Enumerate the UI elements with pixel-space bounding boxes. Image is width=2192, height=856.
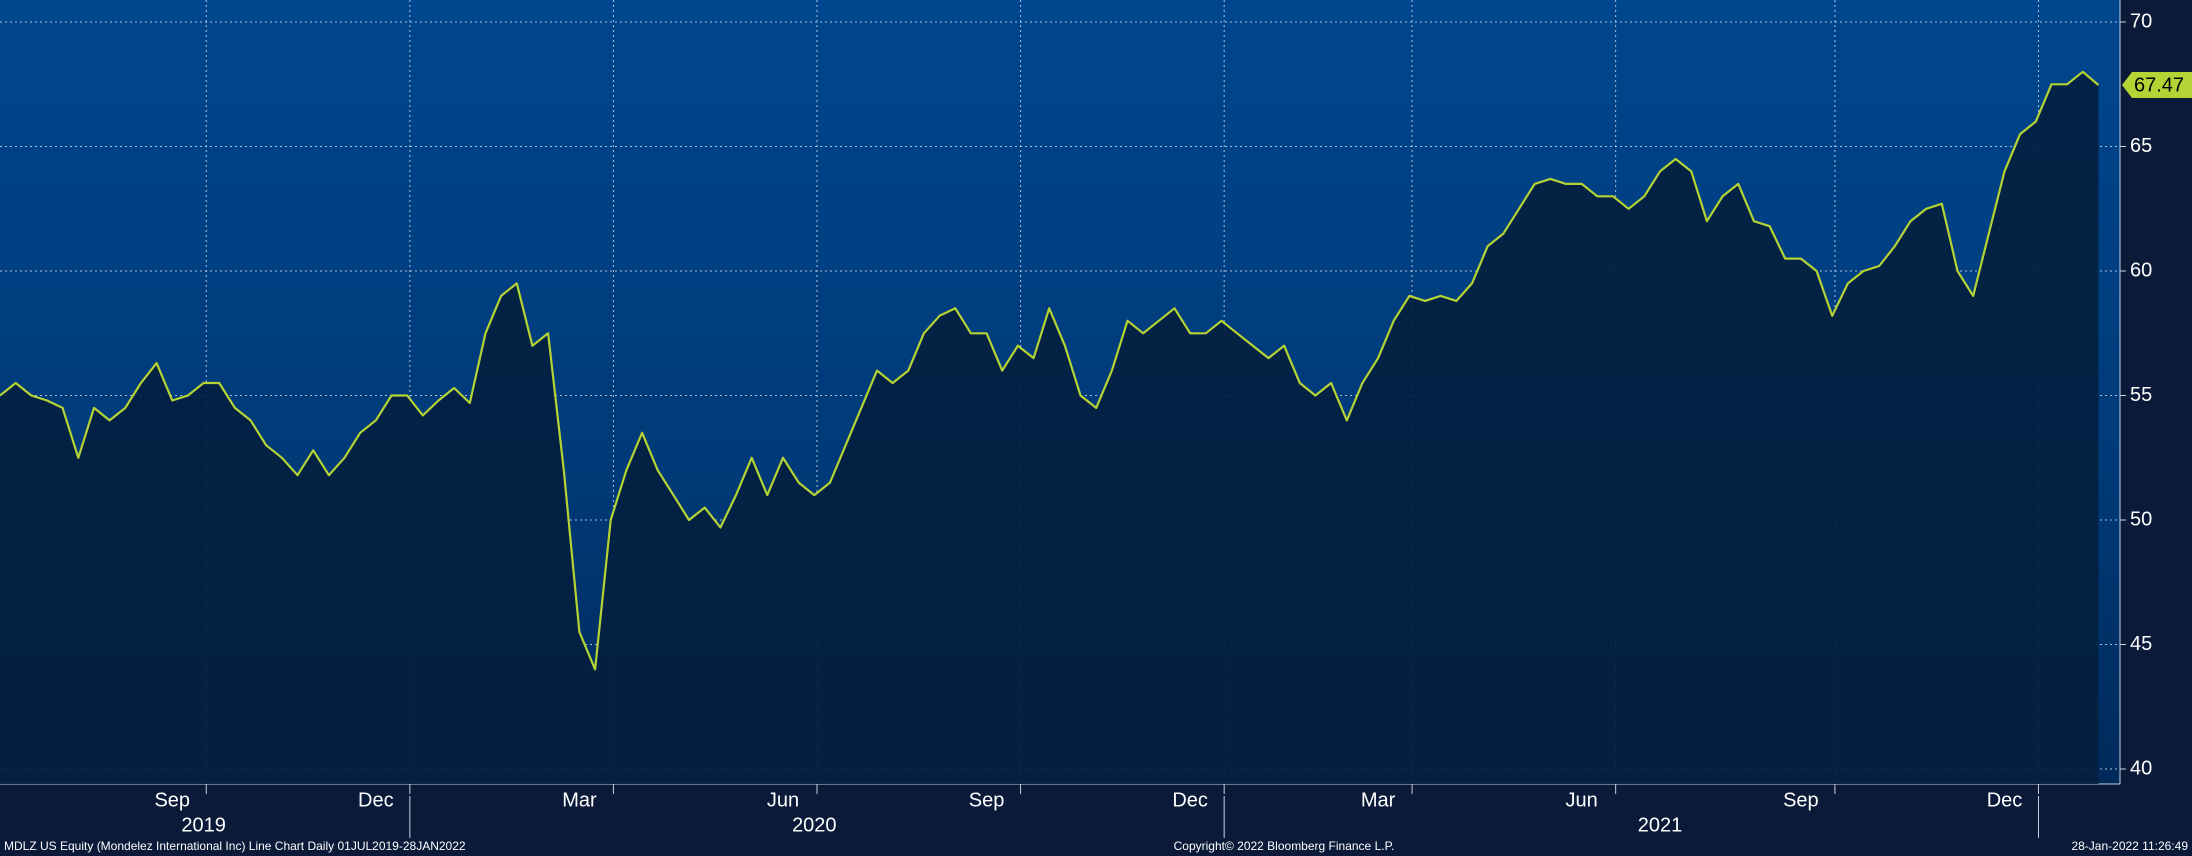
x-tick-label: Dec: [1987, 789, 2023, 811]
line: [0, 70, 2100, 671]
x-tick-label: Sep: [1783, 789, 1819, 811]
y-tick-label: 50: [2130, 508, 2152, 530]
y-tick-label: 55: [2130, 384, 2152, 406]
x-tick-label: Sep: [154, 789, 190, 811]
year-label: 2019: [181, 814, 226, 836]
x-tick-label: Dec: [358, 789, 394, 811]
x-tick-label: Mar: [1361, 789, 1396, 811]
footer-center: Copyright© 2022 Bloomberg Finance L.P.: [1174, 839, 1395, 853]
x-tick-label: Dec: [1172, 789, 1208, 811]
x-tick-label: Jun: [767, 789, 799, 811]
last-value-label: 67.47: [2134, 74, 2184, 96]
x-tick-label: Jun: [1566, 789, 1598, 811]
footer-right: 28-Jan-2022 11:26:49: [2071, 839, 2188, 853]
y-tick-label: 60: [2130, 259, 2152, 281]
axis-background: [2120, 0, 2192, 784]
year-label: 2021: [1638, 814, 1683, 836]
area: [0, 71, 2099, 785]
x-tick-label: Sep: [969, 789, 1005, 811]
y-tick-label: 65: [2130, 135, 2152, 157]
last-value-tag: [2122, 71, 2192, 98]
x-tick-label: Mar: [562, 789, 597, 811]
x-axis-background: [0, 784, 2192, 856]
year-label: 2020: [792, 814, 837, 836]
y-tick-label: 70: [2130, 10, 2152, 32]
y-tick-label: 45: [2130, 633, 2152, 655]
footer-left: MDLZ US Equity (Mondelez International I…: [4, 839, 466, 853]
y-tick-label: 40: [2130, 757, 2152, 779]
